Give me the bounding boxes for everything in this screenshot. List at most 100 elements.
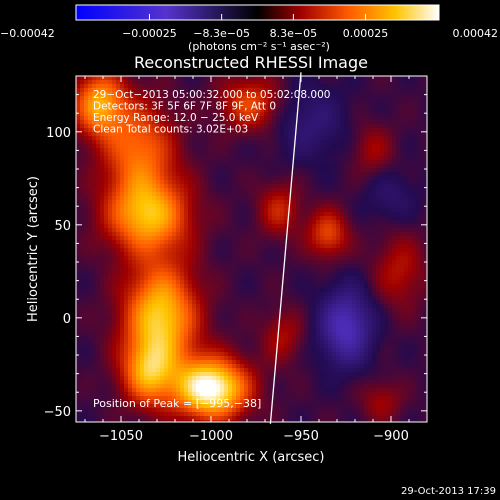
heatmap-pixel <box>212 164 216 168</box>
heatmap-pixel <box>188 204 192 208</box>
heatmap-pixel <box>240 80 244 84</box>
heatmap-pixel <box>120 108 124 112</box>
heatmap-pixel <box>204 196 208 200</box>
heatmap-pixel <box>100 160 104 164</box>
heatmap-pixel <box>88 76 92 80</box>
heatmap-pixel <box>120 136 124 140</box>
heatmap-pixel <box>132 160 136 164</box>
heatmap-pixel <box>168 352 172 356</box>
heatmap-pixel <box>140 76 144 80</box>
heatmap-pixel <box>252 312 256 316</box>
heatmap-pixel <box>92 164 96 168</box>
heatmap-pixel <box>120 268 124 272</box>
heatmap-pixel <box>152 164 156 168</box>
heatmap-pixel <box>172 396 176 400</box>
heatmap-pixel <box>108 212 112 216</box>
heatmap-pixel <box>132 244 136 248</box>
heatmap-pixel <box>152 100 156 104</box>
heatmap-pixel <box>292 408 296 412</box>
heatmap-pixel <box>196 260 200 264</box>
heatmap-pixel <box>100 208 104 212</box>
heatmap-pixel <box>300 88 304 92</box>
heatmap-pixel <box>180 128 184 132</box>
heatmap-pixel <box>96 276 100 280</box>
heatmap-pixel <box>128 284 132 288</box>
heatmap-pixel <box>288 208 292 212</box>
heatmap-pixel <box>244 268 248 272</box>
heatmap-pixel <box>236 372 240 376</box>
heatmap-pixel <box>216 312 220 316</box>
heatmap-pixel <box>88 388 92 392</box>
heatmap-pixel <box>252 392 256 396</box>
heatmap-pixel <box>300 232 304 236</box>
heatmap-pixel <box>260 132 264 136</box>
heatmap-pixel <box>128 300 132 304</box>
heatmap-pixel <box>216 232 220 236</box>
heatmap-pixel <box>128 252 132 256</box>
heatmap-pixel <box>152 364 156 368</box>
heatmap-pixel <box>176 376 180 380</box>
heatmap-pixel <box>196 160 200 164</box>
heatmap-pixel <box>212 304 216 308</box>
heatmap-pixel <box>180 348 184 352</box>
heatmap-pixel <box>116 272 120 276</box>
heatmap-pixel <box>92 108 96 112</box>
heatmap-pixel <box>228 336 232 340</box>
heatmap-pixel <box>244 364 248 368</box>
heatmap-pixel <box>276 192 280 196</box>
heatmap-pixel <box>212 248 216 252</box>
heatmap-pixel <box>180 192 184 196</box>
heatmap-pixel <box>300 92 304 96</box>
heatmap-pixel <box>240 264 244 268</box>
heatmap-pixel <box>120 172 124 176</box>
heatmap-pixel <box>164 168 168 172</box>
heatmap-pixel <box>276 300 280 304</box>
heatmap-pixel <box>124 200 128 204</box>
heatmap-pixel <box>116 204 120 208</box>
heatmap-pixel <box>176 300 180 304</box>
heatmap-pixel <box>76 180 80 184</box>
heatmap-pixel <box>128 268 132 272</box>
heatmap-pixel <box>96 380 100 384</box>
heatmap-pixel <box>260 352 264 356</box>
heatmap-pixel <box>244 336 248 340</box>
heatmap-pixel <box>212 172 216 176</box>
heatmap-pixel <box>152 376 156 380</box>
heatmap-pixel <box>112 76 116 80</box>
heatmap-pixel <box>288 96 292 100</box>
heatmap-pixel <box>276 288 280 292</box>
heatmap-pixel <box>212 296 216 300</box>
heatmap-pixel <box>184 312 188 316</box>
colorbar-tick-label: 8.3e−05 <box>270 27 317 40</box>
heatmap-pixel <box>236 232 240 236</box>
heatmap-pixel <box>196 228 200 232</box>
heatmap-pixel <box>164 360 168 364</box>
heatmap-pixel <box>292 120 296 124</box>
heatmap-pixel <box>264 232 268 236</box>
heatmap-pixel <box>264 256 268 260</box>
heatmap-pixel <box>220 120 224 124</box>
heatmap-pixel <box>172 340 176 344</box>
heatmap-pixel <box>236 308 240 312</box>
heatmap-pixel <box>140 208 144 212</box>
heatmap-pixel <box>104 292 108 296</box>
heatmap-pixel <box>100 284 104 288</box>
heatmap-pixel <box>108 160 112 164</box>
heatmap-pixel <box>192 304 196 308</box>
heatmap-pixel <box>168 156 172 160</box>
heatmap-pixel <box>140 392 144 396</box>
heatmap-pixel <box>200 420 204 422</box>
heatmap-pixel <box>124 144 128 148</box>
heatmap-pixel <box>184 276 188 280</box>
heatmap-pixel <box>244 300 248 304</box>
heatmap-pixel <box>88 336 92 340</box>
heatmap-pixel <box>284 192 288 196</box>
heatmap-pixel <box>80 344 84 348</box>
heatmap-pixel <box>112 368 116 372</box>
heatmap-pixel <box>232 124 236 128</box>
heatmap-pixel <box>260 396 264 400</box>
heatmap-pixel <box>208 372 212 376</box>
heatmap-pixel <box>192 340 196 344</box>
heatmap-pixel <box>192 116 196 120</box>
heatmap-pixel <box>144 396 148 400</box>
